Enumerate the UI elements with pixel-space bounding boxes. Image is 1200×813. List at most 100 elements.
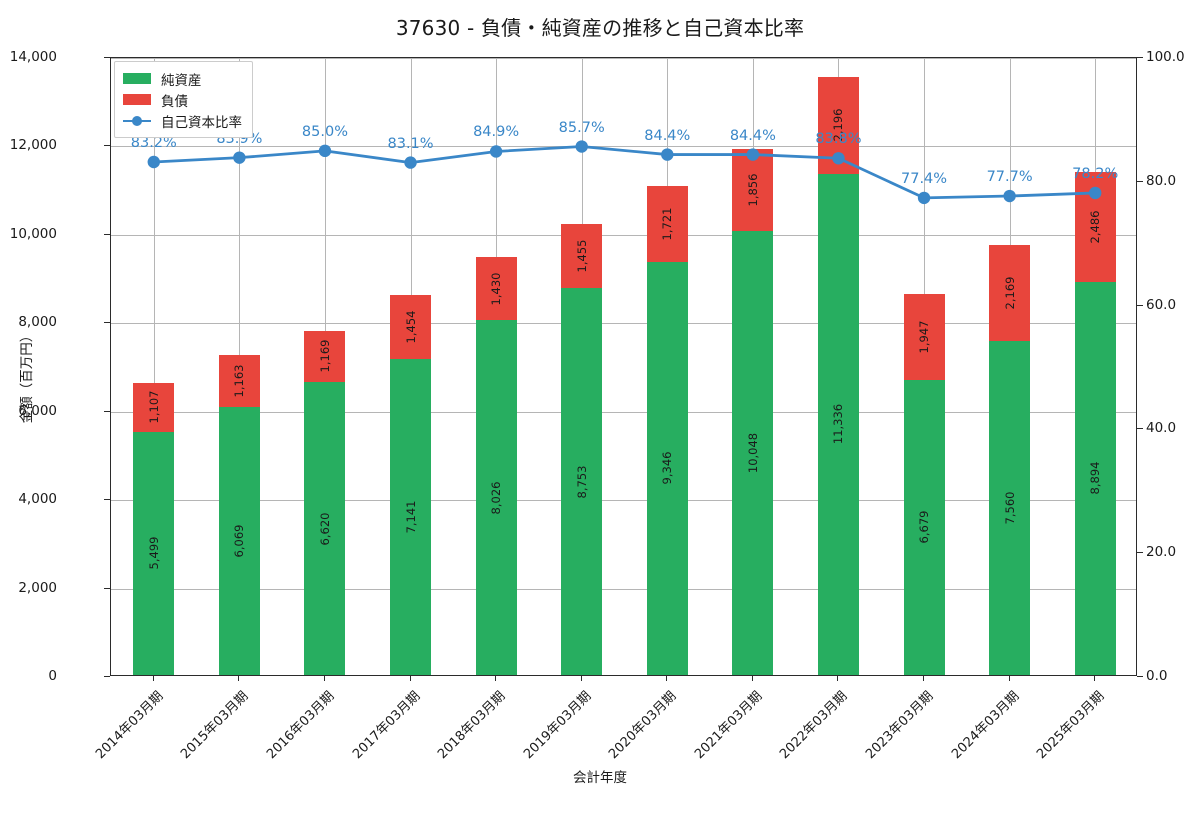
- ratio-data-point[interactable]: [661, 148, 674, 161]
- bar-segment-equity[interactable]: 6,679: [903, 379, 945, 675]
- y-axis-tick-label-right: 20.0: [1146, 544, 1177, 561]
- bar-group[interactable]: 6,679 1,947: [903, 293, 945, 675]
- ratio-data-point[interactable]: [917, 191, 931, 205]
- bar-segment-equity[interactable]: 8,753: [561, 288, 603, 675]
- ratio-data-point[interactable]: [1089, 186, 1102, 200]
- bar-segment-liability[interactable]: 1,169: [304, 330, 346, 383]
- y-axis-tick-mark-left: [104, 57, 110, 58]
- x-axis-tick-mark: [580, 676, 582, 681]
- bar-group[interactable]: 11,336 2,196: [817, 76, 859, 675]
- y-axis-tick-label-right: 0.0: [1146, 668, 1168, 684]
- legend-swatch-icon-liability: [123, 94, 151, 105]
- y-axis-tick-mark-right: [1137, 57, 1143, 58]
- y-axis-tick-mark-right: [1137, 304, 1143, 306]
- x-axis-tick-mark: [409, 676, 411, 681]
- chart-legend: 純資産 負債 自己資本比率: [114, 61, 253, 138]
- bar-segment-equity[interactable]: 6,620: [304, 382, 346, 675]
- bar-segment-liability[interactable]: 1,455: [561, 223, 603, 288]
- chart-title: 37630 - 負債・純資産の推移と自己資本比率: [395, 16, 805, 40]
- gridline-horizontal: [111, 500, 1136, 502]
- bar-segment-equity[interactable]: 8,894: [1074, 281, 1116, 675]
- bar-group[interactable]: 6,069 1,163: [218, 355, 260, 675]
- legend-item-equity[interactable]: 純資産: [123, 68, 242, 89]
- y-axis-tick-label-right: 60.0: [1146, 296, 1177, 313]
- legend-label-liability: 負債: [161, 93, 188, 110]
- gridline-vertical: [153, 58, 155, 675]
- y-axis-tick-mark-left: [104, 499, 110, 501]
- legend-label-ratio: 自己資本比率: [161, 114, 242, 131]
- y-axis-tick-label-left: 10,000: [9, 225, 57, 242]
- bar-segment-liability[interactable]: 1,721: [646, 185, 688, 262]
- bar-segment-equity[interactable]: 7,560: [989, 340, 1031, 675]
- ratio-line-series: [147, 140, 1102, 205]
- bar-segment-equity[interactable]: 9,346: [646, 261, 688, 675]
- y-axis-tick-mark-left: [104, 676, 110, 677]
- y-axis-tick-mark-right: [1137, 676, 1143, 677]
- ratio-data-point[interactable]: [1003, 189, 1016, 203]
- bar-segment-liability[interactable]: 1,947: [903, 293, 945, 380]
- ratio-data-point[interactable]: [147, 155, 160, 169]
- y-axis-tick-label-left: 14,000: [9, 49, 57, 65]
- bar-segment-liability[interactable]: 1,107: [133, 382, 175, 432]
- plot-clip: 5,499 1,107 6,069 1,163 6,620 1,169 7,141 1,454…: [111, 58, 1136, 675]
- bar-group[interactable]: 9,346 1,721: [646, 185, 688, 675]
- bar-group[interactable]: 8,026 1,430: [475, 256, 517, 675]
- y-axis-tick-mark-right: [1137, 552, 1143, 554]
- bar-segment-liability[interactable]: 1,856: [732, 148, 774, 231]
- y-axis-tick-mark-left: [104, 587, 110, 589]
- legend-swatch-icon-equity: [123, 73, 151, 84]
- x-axis-tick-mark: [837, 676, 839, 681]
- ratio-data-point[interactable]: [575, 140, 588, 153]
- bar-group[interactable]: 8,894 2,486: [1074, 171, 1116, 675]
- y-axis-tick-label-right: 80.0: [1146, 172, 1177, 189]
- bar-group[interactable]: 7,141 1,454: [390, 295, 432, 675]
- ratio-data-point[interactable]: [404, 156, 417, 169]
- y-axis-tick-mark-right: [1137, 180, 1143, 182]
- ratio-data-point[interactable]: [233, 151, 246, 164]
- y-axis-tick-mark-left: [104, 233, 110, 235]
- y-axis-tick-label-left: 6,000: [18, 402, 57, 419]
- bar-group[interactable]: 10,048 1,856: [732, 148, 774, 675]
- bar-segment-liability[interactable]: 1,163: [218, 355, 260, 407]
- y-axis-tick-mark-left: [104, 145, 110, 147]
- x-axis-tick-mark: [495, 676, 497, 681]
- y-axis-tick-mark-left: [104, 410, 110, 412]
- bar-segment-equity[interactable]: 11,336: [817, 173, 859, 675]
- bar-group[interactable]: 6,620 1,169: [304, 330, 346, 675]
- x-axis-tick-mark: [923, 676, 925, 681]
- bar-group[interactable]: 8,753 1,455: [561, 223, 603, 675]
- ratio-data-point[interactable]: [746, 148, 760, 161]
- y-axis-tick-label-left: 2,000: [18, 579, 57, 596]
- bar-segment-equity[interactable]: 5,499: [133, 431, 175, 675]
- bar-segment-equity[interactable]: 10,048: [732, 230, 774, 675]
- x-axis-tick-mark: [751, 676, 753, 681]
- ratio-data-point[interactable]: [832, 152, 845, 165]
- bar-segment-equity[interactable]: 7,141: [390, 359, 432, 675]
- bar-segment-liability[interactable]: 1,430: [475, 256, 517, 321]
- x-axis-tick-mark: [1094, 676, 1096, 681]
- legend-label-equity: 純資産: [161, 72, 202, 89]
- legend-item-liability[interactable]: 負債: [123, 89, 242, 110]
- bar-segment-liability[interactable]: 1,454: [390, 295, 432, 360]
- gridline-horizontal: [111, 323, 1136, 325]
- y-axis-tick-label-left: 0: [48, 668, 57, 684]
- bar-segment-equity[interactable]: 8,026: [475, 320, 517, 675]
- ratio-data-point[interactable]: [318, 144, 332, 158]
- legend-line-marker-icon-ratio: [123, 114, 151, 128]
- x-axis-tick-mark: [323, 676, 325, 681]
- gridline-horizontal: [111, 411, 1136, 413]
- x-axis-title: 会計年度: [573, 770, 627, 786]
- gridline-horizontal: [111, 146, 1136, 148]
- legend-item-ratio[interactable]: 自己資本比率: [123, 110, 242, 131]
- bar-segment-equity[interactable]: 6,069: [218, 406, 260, 675]
- y-axis-tick-mark-right: [1137, 428, 1143, 430]
- gridline-horizontal: [111, 588, 1136, 590]
- y-axis-tick-label-left: 12,000: [9, 137, 57, 154]
- bar-group[interactable]: 5,499 1,107: [133, 382, 175, 675]
- y-axis-tick-label-right: 40.0: [1146, 420, 1177, 437]
- plot-area: 5,499 1,107 6,069 1,163 6,620 1,169 7,141 1,454…: [110, 57, 1137, 676]
- bar-segment-liability[interactable]: 2,169: [989, 244, 1031, 341]
- gridline-horizontal: [111, 58, 1136, 59]
- bar-group[interactable]: 7,560 2,169: [989, 244, 1031, 675]
- ratio-data-point[interactable]: [489, 145, 503, 158]
